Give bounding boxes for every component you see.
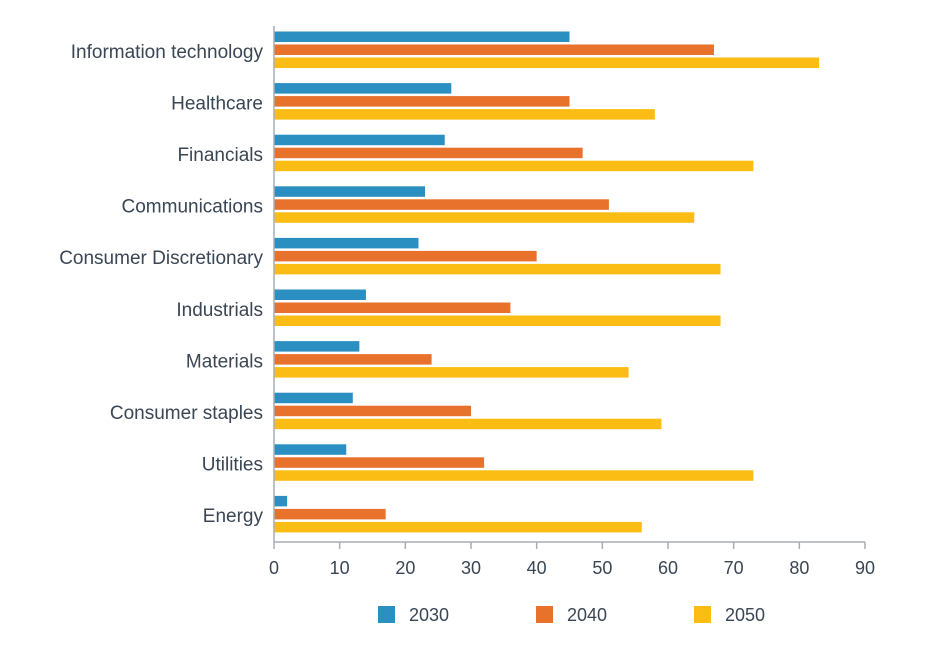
bar-2050 — [274, 212, 695, 223]
bar-2030 — [274, 83, 452, 94]
bar-2040 — [274, 508, 386, 520]
category-label: Utilities — [202, 455, 263, 476]
category-label: Healthcare — [171, 93, 263, 114]
bar-2040 — [274, 147, 583, 159]
bar-2040 — [274, 354, 432, 365]
x-tick-label: 80 — [789, 558, 809, 578]
x-tick-label: 70 — [724, 558, 744, 578]
bar-2040 — [274, 302, 511, 313]
category-label: Consumer staples — [110, 403, 263, 424]
bars-group — [274, 31, 820, 533]
legend-label-2030: 2030 — [409, 605, 449, 625]
x-tick-label: 60 — [658, 558, 678, 578]
category-label: Information technology — [71, 42, 264, 63]
bar-2050 — [274, 315, 721, 326]
category-label: Communications — [122, 197, 264, 218]
bar-2040 — [274, 457, 485, 468]
legend-swatch-2030 — [378, 606, 395, 623]
category-label: Consumer Discretionary — [59, 248, 263, 269]
bar-2030 — [274, 237, 419, 249]
bar-2030 — [274, 495, 288, 507]
category-label: Energy — [203, 506, 264, 527]
bar-2050 — [274, 109, 655, 120]
x-tick-label: 30 — [461, 558, 481, 578]
x-tick-label: 20 — [395, 558, 415, 578]
x-tick-label: 0 — [269, 558, 279, 578]
bar-2040 — [274, 199, 609, 210]
x-axis-ticks: 0 10 20 30 40 50 60 70 80 90 — [269, 542, 875, 578]
bar-2050 — [274, 263, 721, 275]
category-label: Materials — [186, 351, 263, 372]
bar-2040 — [274, 250, 537, 262]
bar-2050 — [274, 367, 629, 378]
legend-label-2050: 2050 — [725, 605, 765, 625]
bar-2050 — [274, 521, 642, 533]
bar-2040 — [274, 44, 714, 55]
x-tick-label: 50 — [592, 558, 612, 578]
bar-2030 — [274, 341, 360, 352]
legend-swatch-2040 — [536, 606, 553, 623]
bar-2050 — [274, 470, 754, 481]
legend-label-2040: 2040 — [567, 605, 607, 625]
category-label: Financials — [177, 145, 263, 166]
legend: 2030 2040 2050 — [378, 605, 765, 625]
legend-swatch-2050 — [694, 606, 711, 623]
bar-2050 — [274, 57, 820, 68]
x-tick-label: 40 — [527, 558, 547, 578]
x-tick-label: 10 — [330, 558, 350, 578]
bar-2050 — [274, 418, 662, 430]
bar-2050 — [274, 160, 754, 172]
bar-2030 — [274, 134, 445, 146]
category-label: Industrials — [176, 300, 263, 321]
bar-2030 — [274, 392, 353, 404]
bar-2030 — [274, 31, 570, 42]
bar-2030 — [274, 444, 347, 455]
bar-2040 — [274, 405, 471, 417]
category-labels: Information technology Healthcare Financia… — [59, 42, 263, 527]
bar-2030 — [274, 186, 426, 197]
bar-2030 — [274, 289, 366, 300]
bar-2040 — [274, 96, 570, 107]
x-tick-label: 90 — [855, 558, 875, 578]
